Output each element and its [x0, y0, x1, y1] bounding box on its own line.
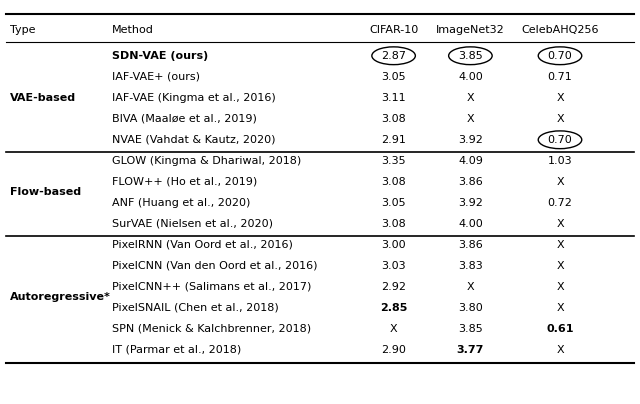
Text: X: X [556, 261, 564, 271]
Text: X: X [556, 240, 564, 250]
Text: X: X [556, 177, 564, 187]
Text: PixelSNAIL (Chen et al., 2018): PixelSNAIL (Chen et al., 2018) [112, 303, 279, 313]
Text: 4.00: 4.00 [458, 72, 483, 82]
Text: 3.85: 3.85 [458, 324, 483, 334]
Text: 1.03: 1.03 [548, 156, 572, 166]
Text: Method: Method [112, 25, 154, 35]
Text: X: X [556, 345, 564, 355]
Text: 3.83: 3.83 [458, 261, 483, 271]
Text: X: X [467, 114, 474, 124]
Text: X: X [556, 282, 564, 292]
Text: GLOW (Kingma & Dhariwal, 2018): GLOW (Kingma & Dhariwal, 2018) [112, 156, 301, 166]
Text: Flow-based: Flow-based [10, 187, 81, 197]
Text: 0.70: 0.70 [548, 51, 572, 61]
Text: 0.71: 0.71 [548, 72, 572, 82]
Text: 2.85: 2.85 [380, 303, 407, 313]
Text: 2.92: 2.92 [381, 282, 406, 292]
Text: SPN (Menick & Kalchbrenner, 2018): SPN (Menick & Kalchbrenner, 2018) [112, 324, 311, 334]
Text: PixelCNN (Van den Oord et al., 2016): PixelCNN (Van den Oord et al., 2016) [112, 261, 317, 271]
Text: 4.09: 4.09 [458, 156, 483, 166]
Text: IAF-VAE+ (ours): IAF-VAE+ (ours) [112, 72, 200, 82]
Text: 0.70: 0.70 [548, 135, 572, 145]
Text: 3.80: 3.80 [458, 303, 483, 313]
Text: 0.61: 0.61 [547, 324, 573, 334]
Text: 2.91: 2.91 [381, 135, 406, 145]
Text: PixelCNN++ (Salimans et al., 2017): PixelCNN++ (Salimans et al., 2017) [112, 282, 312, 292]
Text: NVAE (Vahdat & Kautz, 2020): NVAE (Vahdat & Kautz, 2020) [112, 135, 275, 145]
Text: 3.08: 3.08 [381, 219, 406, 229]
Text: CIFAR-10: CIFAR-10 [369, 25, 418, 35]
Text: 3.86: 3.86 [458, 177, 483, 187]
Text: 2.90: 2.90 [381, 345, 406, 355]
Text: 4.00: 4.00 [458, 219, 483, 229]
Text: IAF-VAE (Kingma et al., 2016): IAF-VAE (Kingma et al., 2016) [112, 93, 276, 103]
Text: 3.03: 3.03 [381, 261, 406, 271]
Text: 3.35: 3.35 [381, 156, 406, 166]
Text: 3.77: 3.77 [457, 345, 484, 355]
Text: 3.08: 3.08 [381, 114, 406, 124]
Text: 3.92: 3.92 [458, 135, 483, 145]
Text: CelebAHQ256: CelebAHQ256 [521, 25, 599, 35]
Text: 3.05: 3.05 [381, 198, 406, 208]
Text: 3.05: 3.05 [381, 72, 406, 82]
Text: Autoregressive*: Autoregressive* [10, 292, 111, 302]
Text: SDN-VAE (ours): SDN-VAE (ours) [112, 51, 208, 61]
Text: X: X [390, 324, 397, 334]
Text: IT (Parmar et al., 2018): IT (Parmar et al., 2018) [112, 345, 241, 355]
Text: VAE-based: VAE-based [10, 93, 76, 103]
Text: ImageNet32: ImageNet32 [436, 25, 505, 35]
Text: X: X [556, 303, 564, 313]
Text: 3.86: 3.86 [458, 240, 483, 250]
Text: 3.92: 3.92 [458, 198, 483, 208]
Text: X: X [556, 219, 564, 229]
Text: 3.11: 3.11 [381, 93, 406, 103]
Text: PixelRNN (Van Oord et al., 2016): PixelRNN (Van Oord et al., 2016) [112, 240, 293, 250]
Text: 3.08: 3.08 [381, 177, 406, 187]
Text: ANF (Huang et al., 2020): ANF (Huang et al., 2020) [112, 198, 250, 208]
Text: 2.87: 2.87 [381, 51, 406, 61]
Text: X: X [556, 93, 564, 103]
Text: X: X [467, 282, 474, 292]
Text: FLOW++ (Ho et al., 2019): FLOW++ (Ho et al., 2019) [112, 177, 257, 187]
Text: SurVAE (Nielsen et al., 2020): SurVAE (Nielsen et al., 2020) [112, 219, 273, 229]
Text: X: X [467, 93, 474, 103]
Text: Type: Type [10, 25, 35, 35]
Text: BIVA (Maaløe et al., 2019): BIVA (Maaløe et al., 2019) [112, 114, 257, 124]
Text: 0.72: 0.72 [548, 198, 572, 208]
Text: X: X [556, 114, 564, 124]
Text: 3.85: 3.85 [458, 51, 483, 61]
Text: 3.00: 3.00 [381, 240, 406, 250]
